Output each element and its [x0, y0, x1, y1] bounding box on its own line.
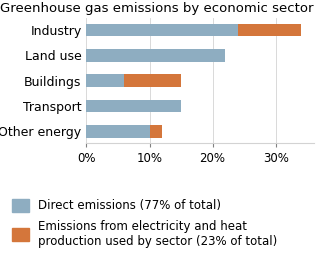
Bar [86, 24, 238, 36]
Bar [124, 74, 181, 87]
Bar [86, 74, 124, 87]
Text: Greenhouse gas emissions by economic sector: Greenhouse gas emissions by economic sec… [0, 2, 314, 15]
Bar [86, 125, 149, 138]
Bar [238, 24, 301, 36]
Bar [149, 125, 162, 138]
Bar [86, 49, 225, 62]
Legend: Direct emissions (77% of total), Emissions from electricity and heat
production : Direct emissions (77% of total), Emissio… [12, 199, 277, 248]
Bar [86, 100, 181, 112]
